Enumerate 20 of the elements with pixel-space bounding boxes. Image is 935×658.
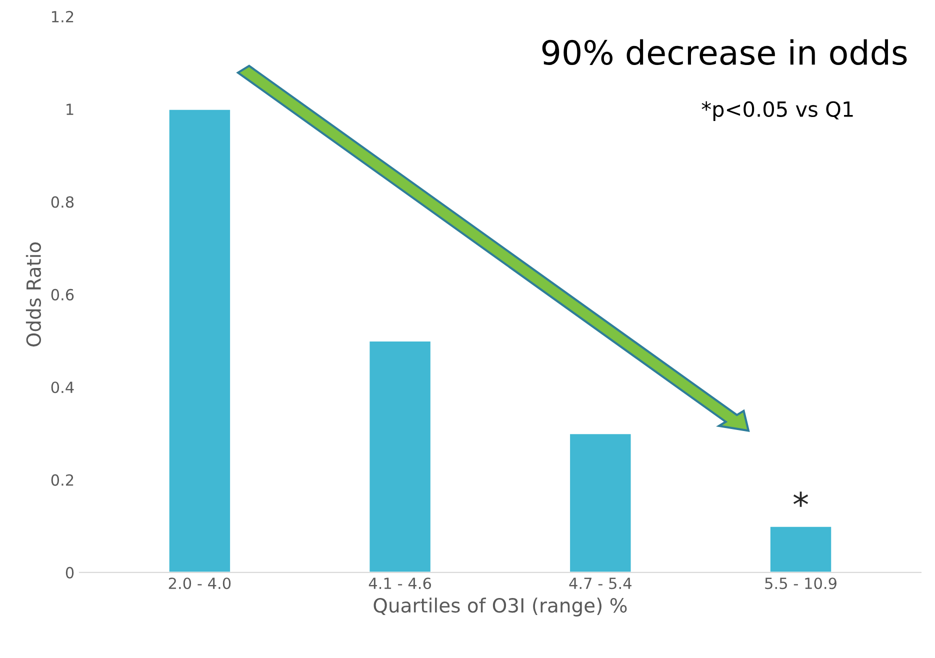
bar — [168, 108, 232, 572]
bar — [568, 432, 632, 572]
bar — [368, 340, 432, 572]
x-tick-label: 4.7 - 5.4 — [569, 578, 632, 590]
annotation: 90% decrease in odds — [542, 39, 907, 66]
x-tick-label: 4.1 - 4.6 — [368, 578, 431, 590]
x-tick-label: 2.0 - 4.0 — [168, 578, 231, 590]
y-tick-label: 1 — [66, 104, 74, 115]
x-axis-title: Quartiles of O3I (range) % — [374, 598, 627, 616]
x-tick-label: 5.5 - 10.9 — [765, 578, 836, 590]
annotation: * — [793, 492, 808, 507]
y-tick-label: 0.2 — [51, 474, 74, 486]
y-tick-label: 0 — [66, 566, 74, 578]
annotation: *p<0.05 vs Q1 — [702, 101, 853, 122]
y-tick-label: 0.6 — [51, 288, 74, 300]
y-tick-label: 0.4 — [51, 382, 74, 394]
y-tick-label: 1.2 — [52, 10, 74, 22]
y-axis-title: Odds Ratio — [26, 242, 41, 346]
y-tick-label: 0.8 — [51, 196, 74, 208]
bar — [769, 525, 833, 572]
